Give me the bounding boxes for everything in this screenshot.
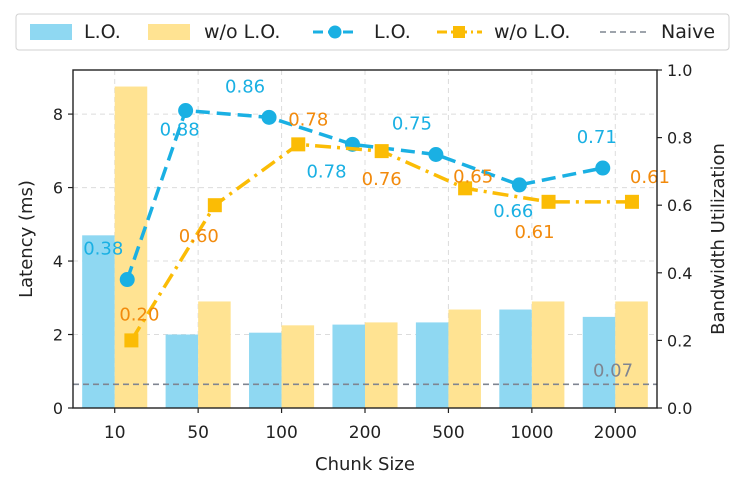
y-right-tick-label: 0.0 <box>667 399 692 418</box>
legend: L.O. w/o L.O. L.O. w/o L.O. Naive <box>15 13 730 51</box>
plot-area: 0.070.380.880.860.780.750.660.710.200.60… <box>16 61 729 475</box>
value-label-lo: 0.86 <box>225 76 265 97</box>
value-label-wo: 0.61 <box>515 222 555 243</box>
value-label-lo: 0.78 <box>306 161 346 182</box>
marker-wo <box>541 194 556 209</box>
x-tick-label: 100 <box>265 423 297 443</box>
marker-lo <box>178 103 194 119</box>
marker-wo <box>124 333 139 348</box>
legend-label-line-wo: w/o L.O. <box>494 21 570 43</box>
value-label-lo: 0.38 <box>83 239 123 260</box>
y-left-tick-label: 6 <box>53 179 63 198</box>
bar-lo <box>582 316 616 408</box>
bar-lo <box>165 334 199 408</box>
value-label-wo: 0.61 <box>630 167 670 188</box>
x-tick-label: 1000 <box>510 423 553 443</box>
bar-wo <box>448 309 481 408</box>
y-left-tick-label: 8 <box>53 105 63 124</box>
legend-marker-line-wo <box>453 26 465 38</box>
y-left-axis-title: Latency (ms) <box>16 180 37 298</box>
x-tick-label: 500 <box>432 423 464 443</box>
baseline-label: 0.07 <box>593 360 633 381</box>
y-right-tick-label: 1.0 <box>667 61 692 80</box>
legend-frame <box>15 13 730 51</box>
legend-swatch-bar-wo <box>148 24 190 40</box>
y-right-axis-title: Bandwidth Utilization <box>708 143 729 335</box>
marker-lo <box>595 160 611 176</box>
bar-lo <box>499 309 532 408</box>
bar-wo <box>281 325 315 408</box>
value-label-wo: 0.76 <box>362 169 402 190</box>
bar-wo <box>198 301 231 408</box>
bar-lo <box>332 324 365 408</box>
x-axis-title: Chunk Size <box>315 454 415 475</box>
value-label-wo: 0.78 <box>288 109 328 130</box>
value-label-lo: 0.75 <box>392 114 432 135</box>
x-tick-label: 10 <box>104 423 126 443</box>
x-tick-label: 200 <box>349 423 381 443</box>
x-tick-label: 2000 <box>594 423 637 443</box>
legend-swatch-bar-lo <box>30 24 72 40</box>
marker-wo <box>458 181 473 196</box>
value-label-wo: 0.60 <box>179 226 219 247</box>
marker-wo <box>207 198 222 213</box>
legend-label-baseline: Naive <box>661 21 715 43</box>
bar-wo <box>114 86 148 409</box>
bar-lo <box>82 235 115 408</box>
marker-lo <box>261 109 277 125</box>
y-left-tick-label: 0 <box>53 399 63 418</box>
legend-marker-line-lo <box>328 25 342 39</box>
bar-lo <box>249 332 282 408</box>
value-label-wo: 0.65 <box>453 166 493 187</box>
legend-label-bar-wo: w/o L.O. <box>204 21 280 43</box>
value-label-lo: 0.66 <box>493 201 533 222</box>
marker-wo <box>624 194 639 209</box>
y-right-tick-label: 0.8 <box>667 129 692 148</box>
x-tick-label: 50 <box>187 423 209 443</box>
y-right-tick-label: 0.6 <box>667 196 692 215</box>
y-left-tick-label: 2 <box>53 326 63 345</box>
marker-lo <box>511 177 527 193</box>
value-label-wo: 0.20 <box>119 304 159 325</box>
bar-wo <box>615 301 648 408</box>
value-label-lo: 0.88 <box>160 120 200 141</box>
y-right-tick-label: 0.4 <box>667 264 692 283</box>
y-left-tick-label: 4 <box>53 252 63 271</box>
legend-label-bar-lo: L.O. <box>84 21 121 43</box>
marker-lo <box>119 272 135 288</box>
bar-wo <box>531 301 565 408</box>
bar-lo <box>415 322 449 408</box>
legend-label-line-lo: L.O. <box>374 21 411 43</box>
value-label-lo: 0.71 <box>577 127 617 148</box>
bar-wo <box>365 322 398 408</box>
marker-wo <box>374 144 389 159</box>
y-right-tick-label: 0.2 <box>667 331 692 350</box>
marker-wo <box>291 137 306 152</box>
marker-lo <box>428 147 444 162</box>
